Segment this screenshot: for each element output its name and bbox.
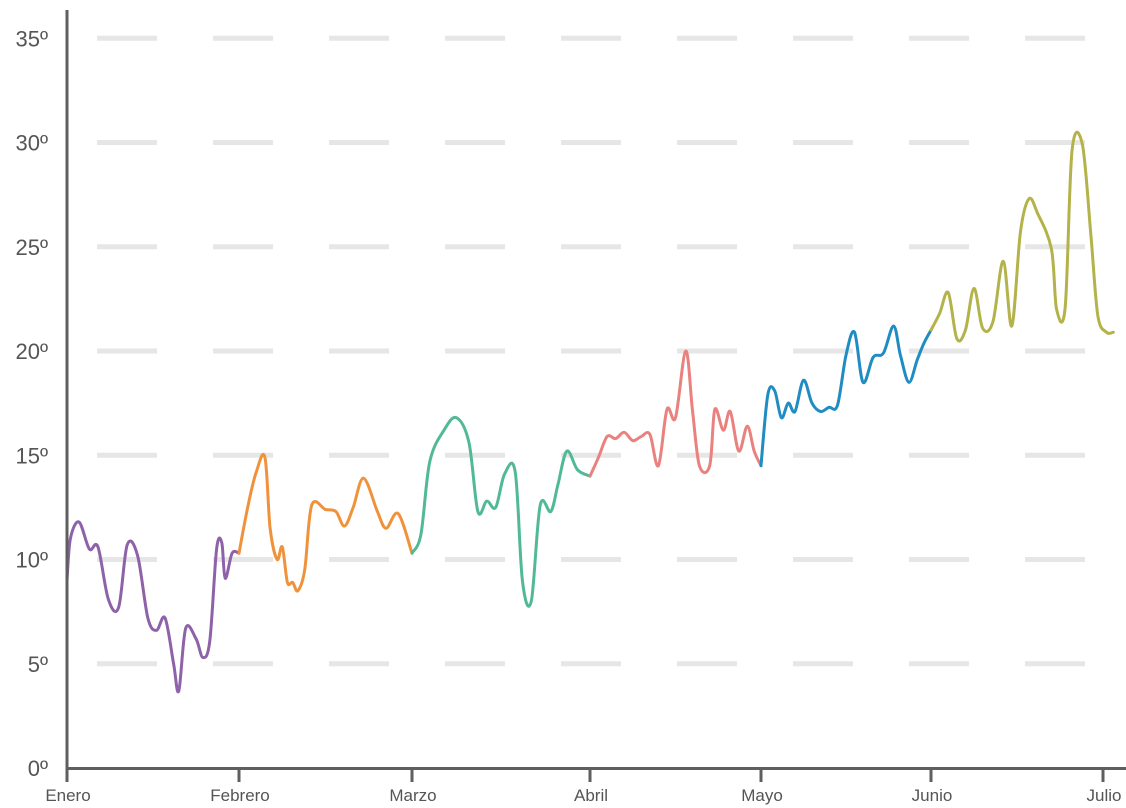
x-tick-label: Marzo <box>389 786 436 805</box>
series-line <box>588 349 763 478</box>
y-tick-label: 15º <box>15 443 48 468</box>
x-tick-label: Mayo <box>741 786 783 805</box>
x-tick-label: Enero <box>45 786 90 805</box>
x-ticks: Enero Febrero Marzo Abril Mayo Junio Julio <box>45 767 1121 805</box>
y-tick-label: 0º <box>28 756 48 781</box>
series-line <box>929 130 1115 343</box>
x-tick-label: Febrero <box>210 786 270 805</box>
y-tick-label: 25º <box>15 235 48 260</box>
y-tick-label: 5º <box>28 652 48 677</box>
x-tick-label: Abril <box>574 786 608 805</box>
x-tick-label: Julio <box>1087 786 1122 805</box>
series-line <box>410 415 592 608</box>
y-tick-label: 10º <box>15 548 48 573</box>
series-line <box>759 324 933 468</box>
y-tick-label: 20º <box>15 339 48 364</box>
series-line <box>237 452 414 593</box>
series-line <box>65 520 241 694</box>
x-tick-label: Junio <box>912 786 953 805</box>
series-lines <box>65 130 1115 694</box>
axes <box>65 10 1126 770</box>
y-tick-label: 30º <box>15 131 48 156</box>
gridlines <box>97 35 1112 667</box>
y-tick-label: 35º <box>15 26 48 51</box>
y-tick-labels: 0º 5º 10º 15º 20º 25º 30º 35º <box>15 26 48 781</box>
